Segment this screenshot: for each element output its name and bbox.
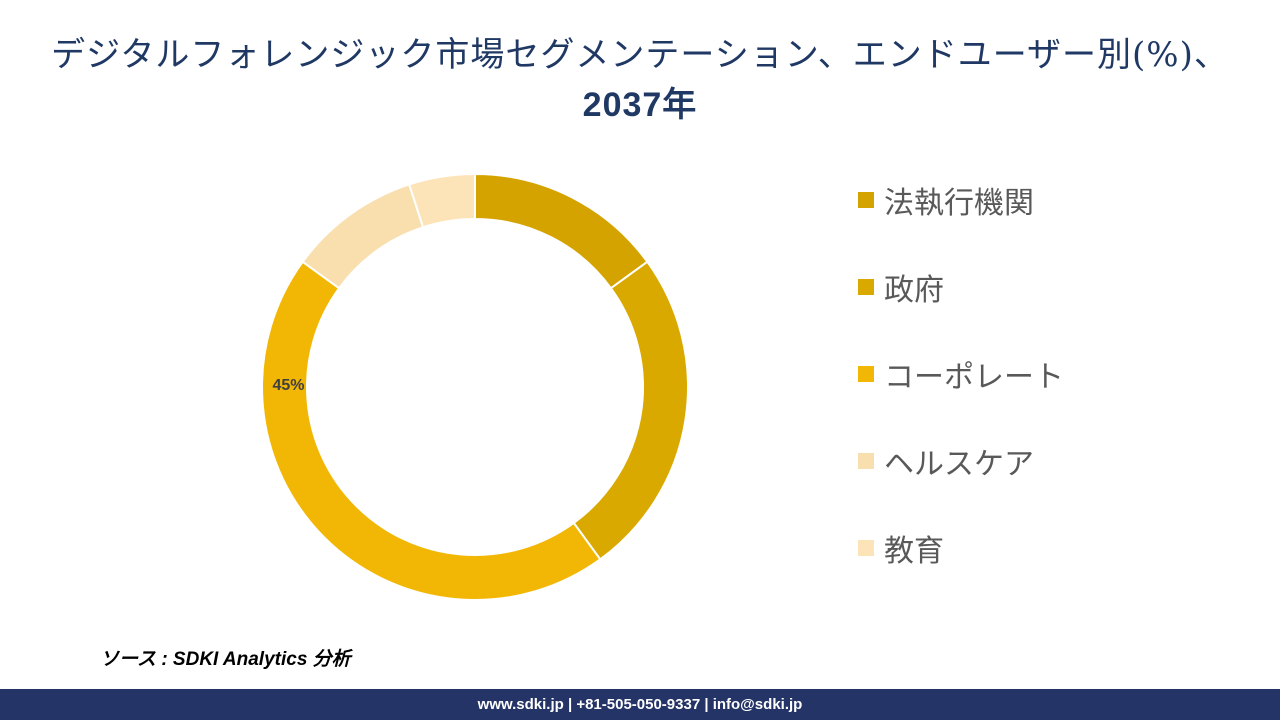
data-label: 45% [272, 377, 304, 394]
donut-slice [301, 183, 425, 290]
source-note: ソース : SDKI Analytics 分析 [100, 649, 351, 670]
donut-chart: 45% [261, 172, 689, 601]
legend-swatch [858, 366, 874, 382]
legend-swatch [858, 453, 874, 469]
legend-label: 政府 [884, 273, 944, 308]
title-line-2: 2037年 [582, 86, 698, 124]
legend-item: 教育 [858, 523, 1258, 573]
legend: 法執行機関 政府 コーポレート ヘルスケア 教育 [858, 175, 1258, 610]
legend-label: コーポレート [884, 360, 1064, 395]
legend-label: ヘルスケア [884, 447, 1034, 482]
footer-bar: www.sdki.jp | +81-505-050-9337 | info@sd… [0, 689, 1280, 720]
legend-item: コーポレート [858, 349, 1258, 399]
chart-title: デジタルフォレンジック市場セグメンテーション、エンドユーザー別(%)、 2037… [0, 30, 1280, 130]
donut-slice [407, 172, 476, 229]
legend-swatch [858, 192, 874, 208]
donut-slice [261, 260, 602, 601]
title-line-1: デジタルフォレンジック市場セグメンテーション、エンドユーザー別(%)、 [51, 35, 1229, 75]
legend-swatch [858, 279, 874, 295]
legend-swatch [858, 540, 874, 556]
legend-item: ヘルスケア [858, 436, 1258, 486]
legend-item: 政府 [858, 262, 1258, 312]
legend-label: 法執行機関 [884, 186, 1034, 221]
donut-slice [572, 260, 689, 561]
legend-label: 教育 [884, 534, 944, 569]
legend-item: 法執行機関 [858, 175, 1258, 225]
donut-slice [474, 172, 649, 290]
